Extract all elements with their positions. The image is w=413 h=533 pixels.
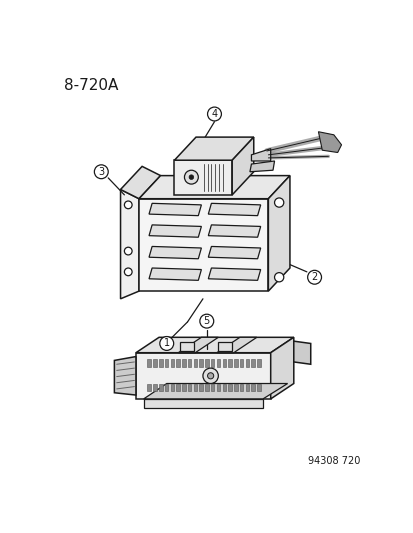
Bar — [170, 384, 173, 391]
Polygon shape — [208, 268, 260, 280]
Polygon shape — [178, 337, 218, 353]
Bar — [199, 359, 202, 367]
Circle shape — [94, 165, 108, 179]
Bar — [153, 359, 157, 367]
Bar — [211, 384, 214, 391]
Text: 1: 1 — [163, 338, 169, 349]
Bar — [228, 384, 231, 391]
Text: 2: 2 — [311, 272, 317, 282]
Polygon shape — [249, 161, 274, 172]
Polygon shape — [216, 337, 256, 353]
Polygon shape — [293, 341, 310, 364]
Circle shape — [124, 201, 132, 209]
Polygon shape — [120, 189, 139, 299]
Bar — [188, 359, 191, 367]
Text: 4: 4 — [211, 109, 217, 119]
Polygon shape — [318, 132, 341, 152]
Polygon shape — [149, 246, 201, 259]
Bar — [164, 359, 168, 367]
Polygon shape — [135, 337, 293, 353]
Polygon shape — [135, 353, 270, 399]
Circle shape — [199, 314, 213, 328]
Bar — [222, 384, 225, 391]
Circle shape — [274, 198, 283, 207]
Polygon shape — [149, 203, 201, 216]
Bar — [147, 359, 151, 367]
Polygon shape — [174, 160, 232, 195]
Bar — [182, 384, 185, 391]
Polygon shape — [139, 175, 289, 199]
Bar — [245, 359, 249, 367]
Polygon shape — [232, 137, 253, 195]
Circle shape — [207, 373, 213, 379]
Polygon shape — [120, 166, 160, 199]
Bar — [176, 359, 179, 367]
Text: 3: 3 — [98, 167, 104, 177]
Bar — [147, 384, 151, 391]
Bar — [211, 359, 214, 367]
Bar — [193, 384, 197, 391]
Bar — [239, 384, 243, 391]
Circle shape — [124, 268, 132, 276]
Bar — [228, 359, 231, 367]
Bar — [164, 384, 168, 391]
Polygon shape — [149, 225, 201, 237]
Bar — [193, 359, 197, 367]
Bar — [216, 359, 220, 367]
Bar — [245, 384, 249, 391]
Bar — [256, 359, 260, 367]
Polygon shape — [208, 203, 260, 216]
Polygon shape — [218, 342, 232, 351]
Polygon shape — [174, 137, 253, 160]
Circle shape — [184, 170, 198, 184]
Bar — [251, 359, 254, 367]
Polygon shape — [139, 199, 268, 291]
Bar — [234, 359, 237, 367]
Circle shape — [159, 336, 173, 350]
Bar — [222, 359, 225, 367]
Bar — [176, 384, 179, 391]
Circle shape — [189, 175, 193, 180]
Circle shape — [207, 107, 221, 121]
Polygon shape — [179, 342, 193, 351]
Polygon shape — [268, 175, 289, 291]
Bar — [182, 359, 185, 367]
Text: 94308 720: 94308 720 — [308, 456, 360, 466]
Bar — [199, 384, 202, 391]
Circle shape — [274, 273, 283, 282]
Bar — [251, 384, 254, 391]
Bar — [170, 359, 173, 367]
Bar — [153, 384, 157, 391]
Bar — [205, 384, 208, 391]
Text: 5: 5 — [203, 316, 209, 326]
Polygon shape — [251, 149, 270, 161]
Polygon shape — [143, 399, 262, 408]
Circle shape — [124, 247, 132, 255]
Polygon shape — [270, 337, 293, 399]
Polygon shape — [208, 225, 260, 237]
Bar — [216, 384, 220, 391]
Polygon shape — [143, 384, 287, 399]
Bar — [159, 384, 162, 391]
Bar — [239, 359, 243, 367]
Polygon shape — [149, 268, 201, 280]
Circle shape — [307, 270, 321, 284]
Bar — [234, 384, 237, 391]
Polygon shape — [114, 357, 135, 395]
Polygon shape — [208, 246, 260, 259]
Bar — [256, 384, 260, 391]
Text: 8-720A: 8-720A — [64, 78, 118, 93]
Bar — [188, 384, 191, 391]
Circle shape — [202, 368, 218, 384]
Bar — [159, 359, 162, 367]
Bar — [205, 359, 208, 367]
